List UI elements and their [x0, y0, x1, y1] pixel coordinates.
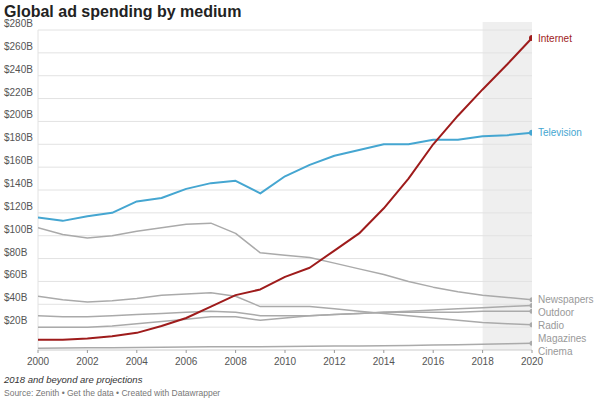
y-tick-label: $200B	[4, 109, 33, 120]
end-point	[530, 309, 533, 314]
end-point	[530, 297, 533, 302]
x-tick	[334, 350, 335, 353]
x-tick-label: 2000	[27, 356, 50, 367]
x-tick-label: 2016	[422, 356, 445, 367]
series-label: Internet	[538, 33, 572, 44]
series-line	[38, 343, 532, 348]
y-tick-label: $280B	[4, 18, 33, 29]
series-label: Radio	[538, 320, 565, 331]
grid-line	[38, 121, 532, 122]
series-line	[38, 311, 532, 317]
x-tick	[87, 350, 88, 353]
series-line	[38, 38, 532, 340]
grid-line	[38, 75, 532, 76]
x-tick-label: 2002	[76, 356, 99, 367]
grid-line	[38, 30, 532, 31]
x-tick-label: 2008	[224, 356, 247, 367]
y-tick-label: $80B	[4, 247, 28, 258]
end-point	[530, 303, 533, 308]
x-tick	[136, 350, 137, 353]
y-tick-label: $220B	[4, 87, 33, 98]
x-tick-label: 2020	[521, 356, 544, 367]
chart: Global ad spending by medium $20B $40B $60B…	[0, 0, 600, 400]
series-line	[38, 305, 532, 327]
grid-line	[38, 190, 532, 191]
grid-line	[38, 52, 532, 53]
series-label: Newspapers	[538, 294, 594, 305]
note: 2018 and beyond are projections	[3, 374, 143, 385]
grid-line	[38, 304, 532, 305]
y-tick-label: $180B	[4, 132, 33, 143]
plot-area	[38, 35, 532, 348]
series-line	[38, 223, 532, 300]
series-label: Television	[538, 127, 582, 138]
x-tick	[186, 350, 187, 353]
axis-line	[38, 30, 39, 350]
end-point	[530, 322, 533, 327]
x-tick-label: 2004	[126, 356, 149, 367]
y-tick-label: $60B	[4, 269, 28, 280]
source: Source: Zenith • Get the data • Created …	[4, 388, 220, 398]
series-label: Cinema	[538, 346, 573, 357]
y-tick-label: $20B	[4, 315, 28, 326]
series-line	[38, 133, 532, 221]
x-tick	[482, 350, 483, 353]
y-tick-label: $100B	[4, 224, 33, 235]
y-tick-label: $240B	[4, 64, 33, 75]
x-tick-label: 2006	[175, 356, 198, 367]
series-label: Outdoor	[538, 307, 575, 318]
y-tick-label: $160B	[4, 155, 33, 166]
x-tick	[532, 350, 533, 353]
y-tick-label: $140B	[4, 178, 33, 189]
series-label: Magazines	[538, 333, 586, 344]
x-tick-label: 2014	[373, 356, 396, 367]
grid-line	[38, 144, 532, 145]
x-tick	[433, 350, 434, 353]
x-tick	[383, 350, 384, 353]
title: Global ad spending by medium	[4, 3, 241, 20]
projection-shade	[483, 22, 532, 350]
end-point	[529, 130, 532, 136]
y-tick-label: $120B	[4, 201, 33, 212]
end-point	[529, 35, 532, 41]
y-tick-label: $40B	[4, 292, 28, 303]
grid-line	[38, 327, 532, 328]
x-tick-label: 2018	[471, 356, 494, 367]
x-tick-label: 2010	[274, 356, 297, 367]
y-tick-label: $260B	[4, 41, 33, 52]
x-tick	[38, 350, 39, 353]
grid-line	[38, 281, 532, 282]
end-point	[530, 341, 533, 346]
x-tick	[235, 350, 236, 353]
x-tick-label: 2012	[323, 356, 346, 367]
grid-line	[38, 98, 532, 99]
grid-line	[38, 258, 532, 259]
grid-line	[38, 167, 532, 168]
x-tick	[285, 350, 286, 353]
